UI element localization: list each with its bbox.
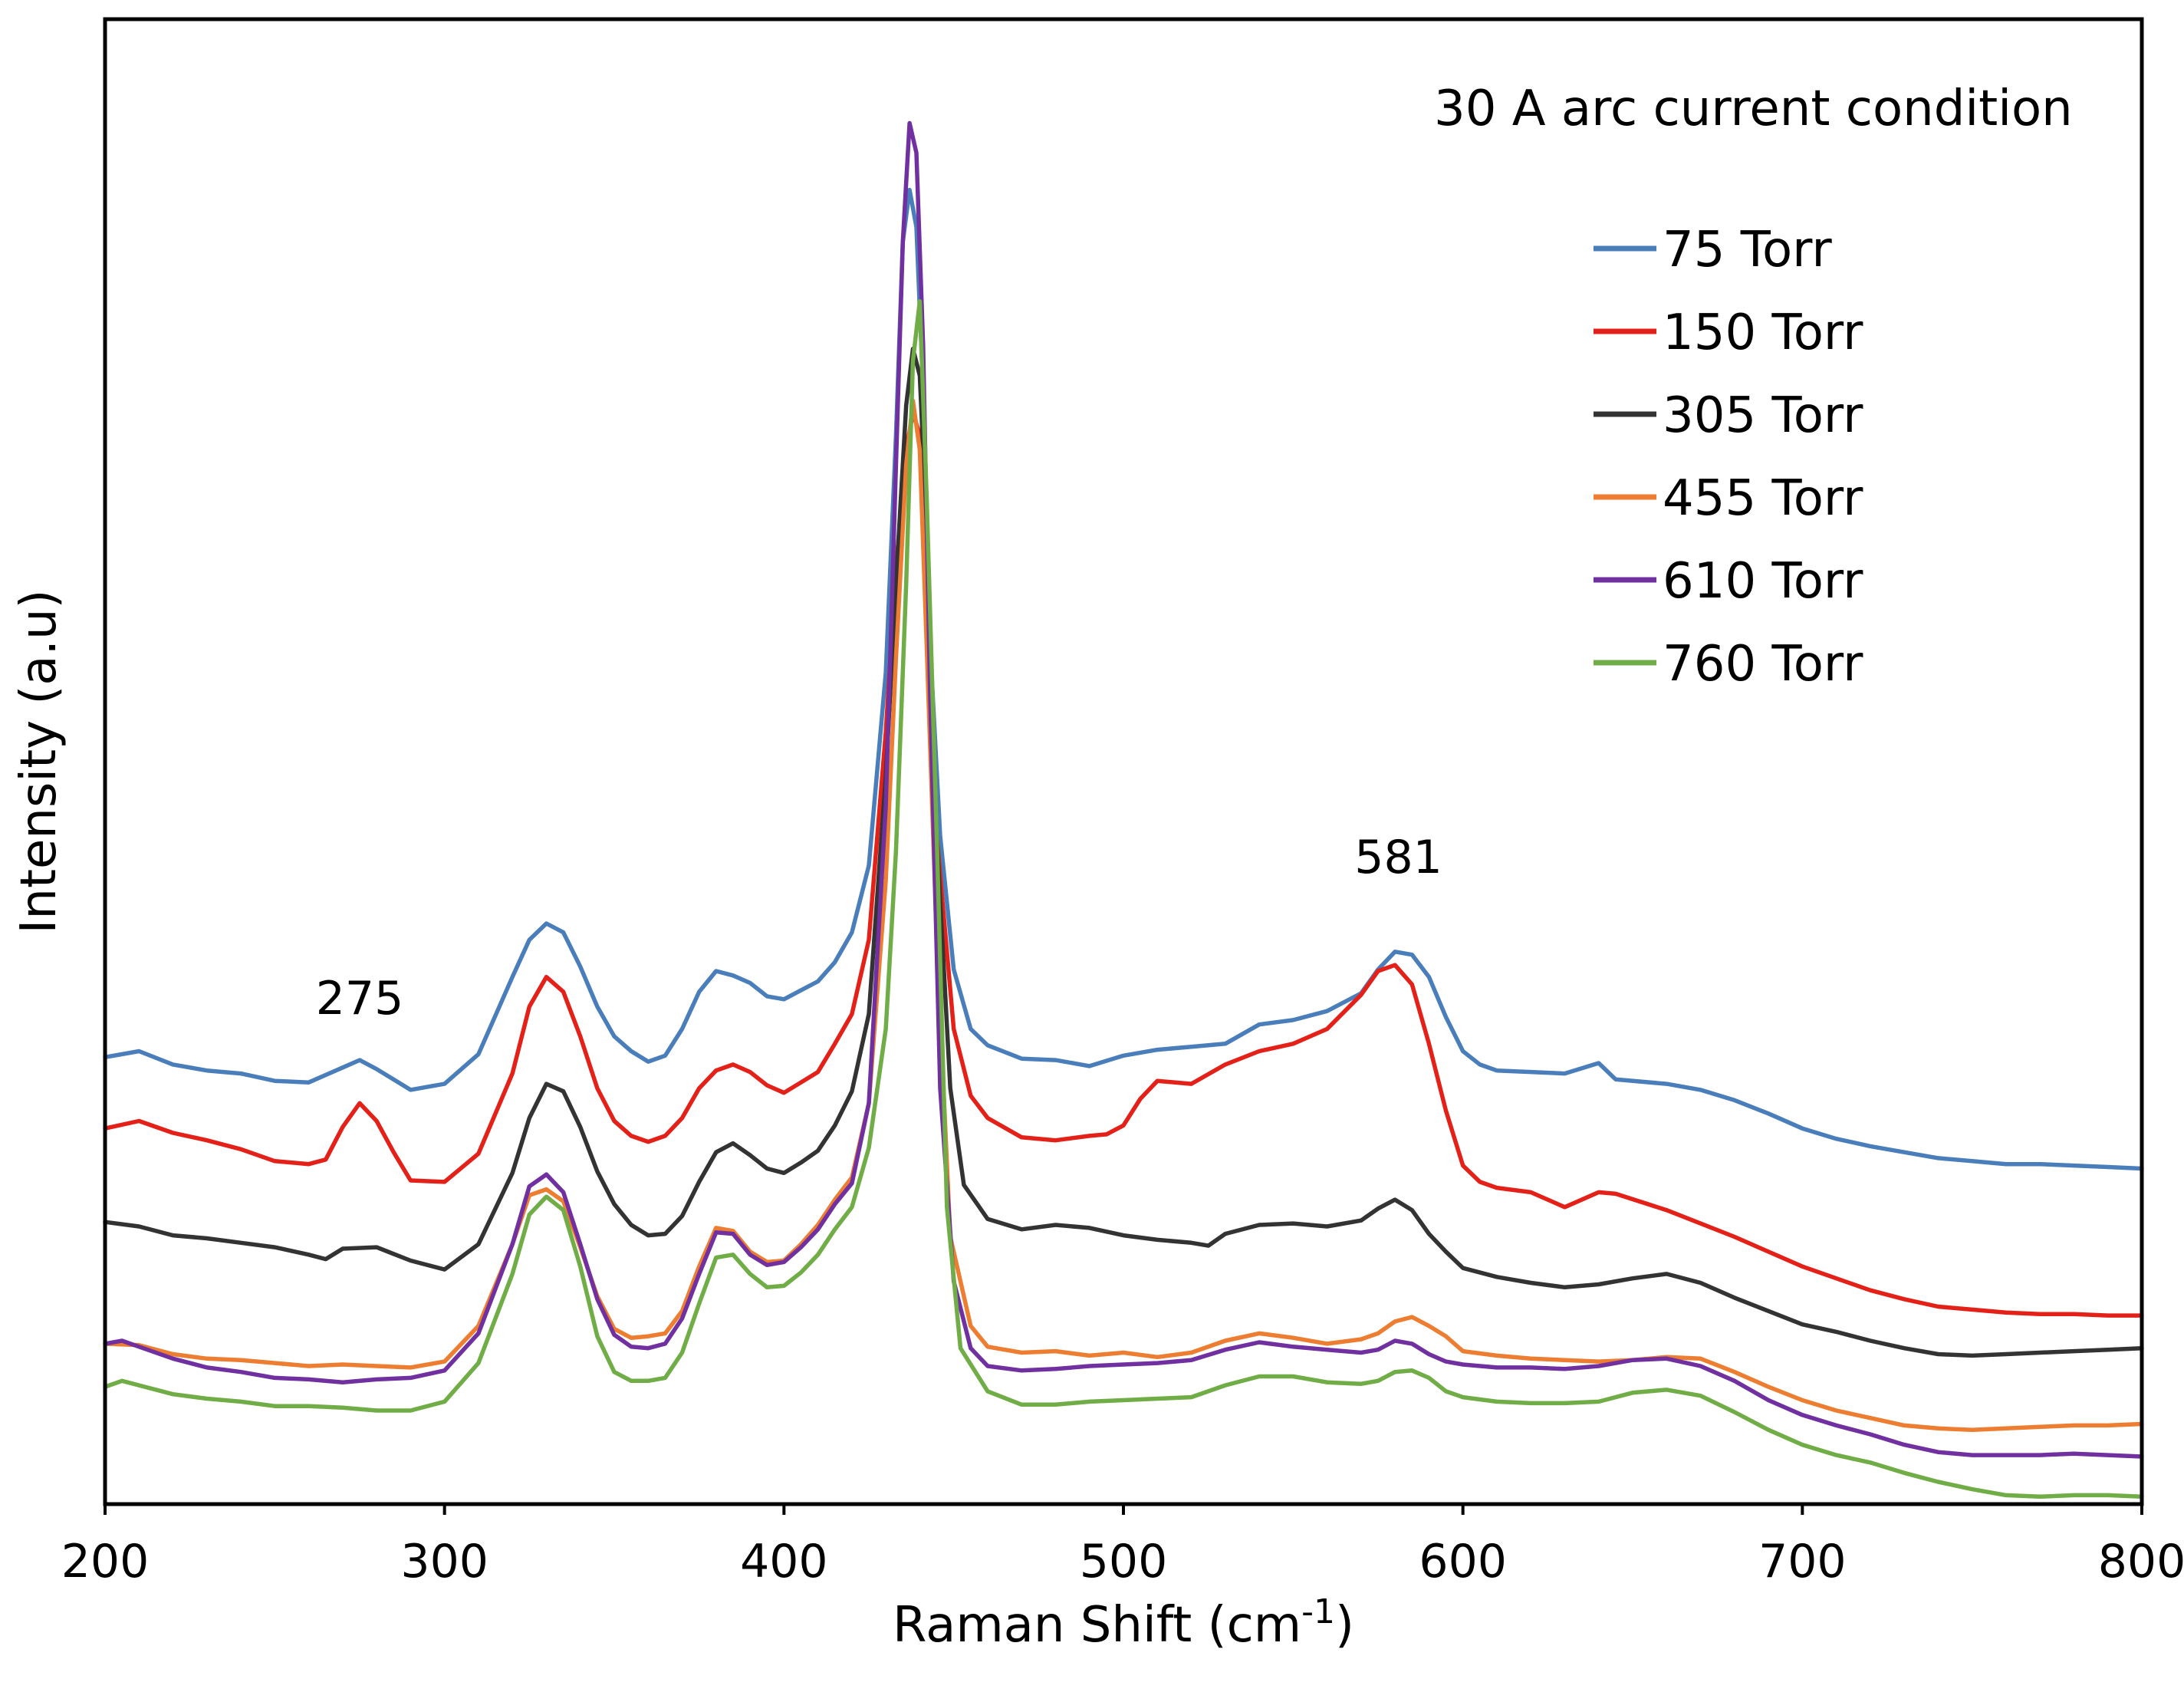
- x-tick-label: 800: [2098, 1535, 2184, 1588]
- series-layer: [103, 120, 2144, 1500]
- series-line-610-torr: [103, 120, 2144, 1459]
- x-tick-label: 300: [400, 1535, 488, 1588]
- x-tick-label: 600: [1419, 1535, 1507, 1588]
- y-axis-label: Intensity (a.u): [11, 590, 67, 934]
- peak-annotation: 581: [1354, 831, 1442, 884]
- legend: 75 Torr 150 Torr 305 Torr 455 Torr 610 Torr 7…: [1594, 222, 1863, 693]
- x-axis-label-text: Raman Shift (cm: [893, 1597, 1301, 1654]
- x-tick-label: 200: [61, 1535, 150, 1588]
- legend-label: 305 Torr: [1663, 387, 1863, 444]
- chart-title: 30 A arc current condition: [1434, 81, 2073, 137]
- plot-frame: [103, 17, 2144, 1506]
- series-line-760-torr: [103, 299, 2144, 1500]
- x-tick-label: 700: [1758, 1535, 1847, 1588]
- x-tick-label: 500: [1080, 1535, 1168, 1588]
- peak-annotation: 275: [316, 972, 404, 1025]
- legend-label: 75 Torr: [1663, 222, 1832, 278]
- x-axis-label-close: ): [1335, 1597, 1354, 1654]
- series-line-150-torr: [103, 410, 2144, 1318]
- legend-label: 150 Torr: [1663, 305, 1863, 361]
- annotations: 275 581: [316, 831, 1442, 1025]
- x-tick-label: 400: [740, 1535, 828, 1588]
- x-axis-ticks: 200 300 400 500 600 700 800: [61, 1504, 2184, 1588]
- x-axis-label: Raman Shift (cm-1): [893, 1592, 1354, 1654]
- x-axis-label-sup: -1: [1301, 1592, 1335, 1631]
- legend-label: 455 Torr: [1663, 470, 1863, 527]
- legend-label: 760 Torr: [1663, 636, 1863, 693]
- legend-label: 610 Torr: [1663, 553, 1863, 610]
